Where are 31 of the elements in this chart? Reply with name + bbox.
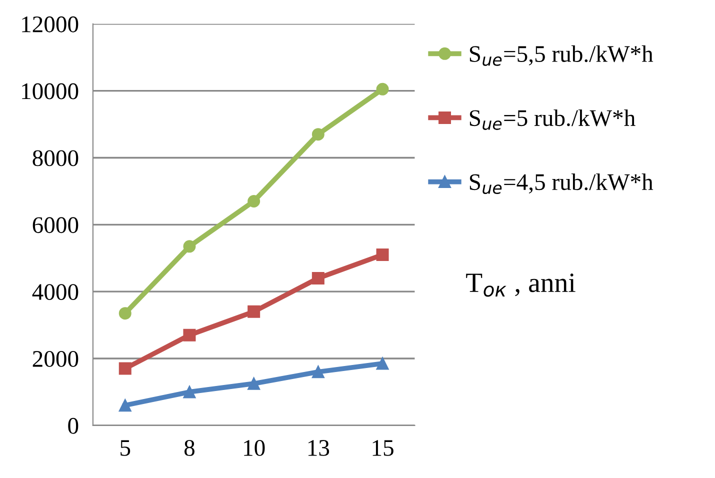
legend-label: S$_{ue}$=5 rub./kW*h [470, 109, 636, 130]
x-tick-label: 8 [184, 440, 194, 456]
point [376, 82, 389, 96]
point [312, 272, 324, 284]
x-tick-label: 13 [308, 440, 330, 456]
point [118, 362, 132, 375]
point [312, 366, 324, 378]
y-tick-label: 12000 [22, 16, 78, 32]
x-tick-label: 5 [120, 440, 130, 456]
point [183, 240, 196, 253]
point [376, 357, 389, 370]
y-tick-label: 8000 [32, 150, 78, 166]
x-axis-title: T$_{ок}$ , anni [466, 274, 576, 297]
legend-label: S$_{ue}$=4,5 rub./kW*h [470, 174, 654, 194]
legend-label: S$_{ue}$=5,5 rub./kW*h [470, 45, 654, 66]
point [376, 248, 389, 262]
point [312, 128, 324, 141]
y-tick-label: 0 [68, 418, 78, 434]
point [248, 305, 260, 318]
x-tick-label: 15 [372, 440, 394, 456]
y-tick-label: 2000 [32, 350, 78, 367]
y-tick-label: 4000 [32, 284, 78, 300]
point [248, 194, 260, 208]
point [118, 399, 132, 412]
y-tick-label: 10000 [22, 83, 78, 100]
point [183, 386, 196, 398]
x-tick-label: 10 [244, 440, 265, 456]
point [118, 307, 132, 320]
y-tick-label: 6000 [32, 217, 78, 234]
point [248, 377, 260, 390]
point [183, 328, 196, 342]
